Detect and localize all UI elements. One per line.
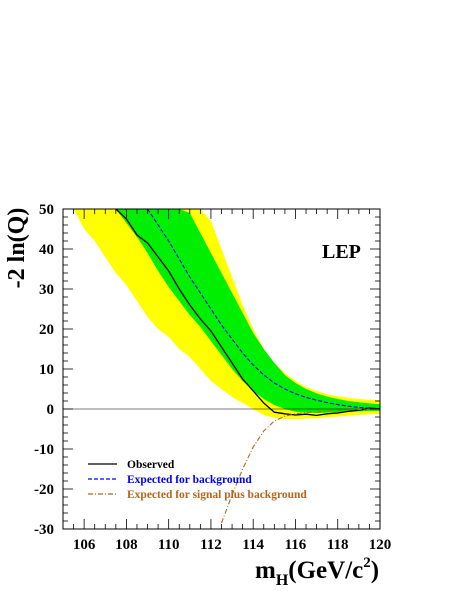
x-tick-label: 112: [200, 537, 222, 553]
x-axis-label-close: ): [371, 557, 379, 584]
x-axis-label: mH(GeV/c2): [255, 555, 379, 589]
y-tick-label: -20: [34, 482, 54, 498]
axis-ticks: [62, 208, 381, 530]
y-axis-label: -2 ln(Q): [4, 208, 30, 289]
y-tick-label: 30: [39, 282, 54, 298]
legend-label: Expected for background: [127, 474, 252, 486]
y-tick-label: 50: [39, 202, 54, 218]
y-tick-label: -10: [34, 442, 54, 458]
y-tick-label: 40: [39, 242, 54, 258]
x-tick-label: 106: [73, 537, 96, 553]
x-tick-label: 118: [327, 537, 349, 553]
y-tick-label: 20: [39, 322, 54, 338]
x-axis-label-main: m: [255, 557, 276, 584]
x-tick-label: 108: [115, 537, 138, 553]
x-tick-labels: 106 108 110 112 114 116 118 120: [73, 537, 391, 553]
legend: Observed Expected for background Expected …: [88, 459, 307, 501]
x-axis-label-unit: (GeV/c: [288, 557, 363, 584]
y-tick-label: -30: [34, 522, 54, 538]
series-lines: [115, 209, 380, 524]
y-tick-label: 10: [39, 362, 54, 378]
legend-label: Observed: [127, 459, 175, 471]
x-axis-label-superscript: 2: [363, 555, 371, 571]
experiment-label: LEP: [322, 241, 361, 263]
series-observed: [115, 209, 380, 417]
x-tick-label: 116: [285, 537, 307, 553]
x-axis-label-subscript: H: [276, 572, 289, 589]
y-tick-labels: -30 -20 -10 0 10 20 30 40 50: [34, 202, 54, 538]
band-1sigma: [115, 209, 380, 413]
legend-label: Expected for signal plus background: [127, 489, 307, 501]
series-expected-signal-plus-background: [220, 408, 380, 524]
y-tick-label: 0: [47, 402, 55, 418]
series-expected-background: [147, 209, 380, 410]
uncertainty-bands: [73, 209, 380, 419]
x-tick-label: 110: [158, 537, 180, 553]
x-tick-label: 114: [242, 537, 264, 553]
x-tick-label: 120: [369, 537, 392, 553]
